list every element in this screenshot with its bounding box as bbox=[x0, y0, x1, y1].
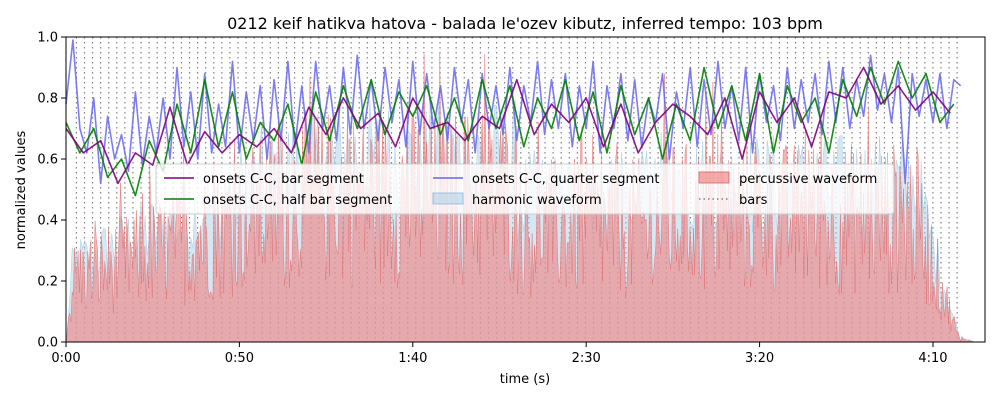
x-tick-label: 0:00 bbox=[51, 351, 80, 366]
x-tick-label: 2:30 bbox=[572, 351, 601, 366]
x-tick-label: 4:10 bbox=[918, 351, 947, 366]
legend-label-harmonic: harmonic waveform bbox=[472, 193, 602, 208]
chart-title: 0212 keif hatikva hatova - balada le'oze… bbox=[227, 14, 823, 33]
axes-frame bbox=[65, 36, 986, 343]
x-axis-ticks: 0:00 0:50 1:40 2:30 3:20 4:10 bbox=[51, 342, 948, 366]
y-axis-ticks: 0.0 0.2 0.4 0.6 0.8 1.0 bbox=[37, 31, 66, 351]
x-axis-label: time (s) bbox=[500, 372, 550, 387]
x-tick-label: 1:40 bbox=[398, 351, 427, 366]
legend-label-quarter-segment: onsets C-C, quarter segment bbox=[472, 172, 659, 187]
legend-swatch-percussive bbox=[698, 171, 730, 184]
legend-label-bar-segment: onsets C-C, bar segment bbox=[203, 172, 364, 187]
y-tick-label: 0.8 bbox=[37, 92, 58, 107]
y-tick-label: 0.4 bbox=[37, 214, 58, 229]
y-tick-label: 1.0 bbox=[37, 31, 58, 46]
legend-label-bars: bars bbox=[739, 193, 768, 208]
y-tick-label: 0.6 bbox=[37, 153, 58, 168]
y-tick-label: 0.2 bbox=[37, 275, 58, 290]
y-tick-label: 0.0 bbox=[37, 336, 58, 351]
legend-swatch-harmonic bbox=[432, 192, 464, 205]
legend-label-half-bar-segment: onsets C-C, half bar segment bbox=[203, 193, 392, 208]
onsets-bar-segment-line bbox=[65, 66, 951, 185]
legend: onsets C-C, bar segment onsets C-C, half… bbox=[155, 163, 895, 215]
y-axis-label: normalized values bbox=[14, 130, 29, 249]
x-tick-label: 0:50 bbox=[225, 351, 254, 366]
legend-label-percussive: percussive waveform bbox=[739, 172, 877, 187]
onset-series bbox=[65, 39, 962, 197]
onsets-half-bar-segment-line bbox=[65, 60, 955, 197]
x-tick-label: 3:20 bbox=[745, 351, 774, 366]
